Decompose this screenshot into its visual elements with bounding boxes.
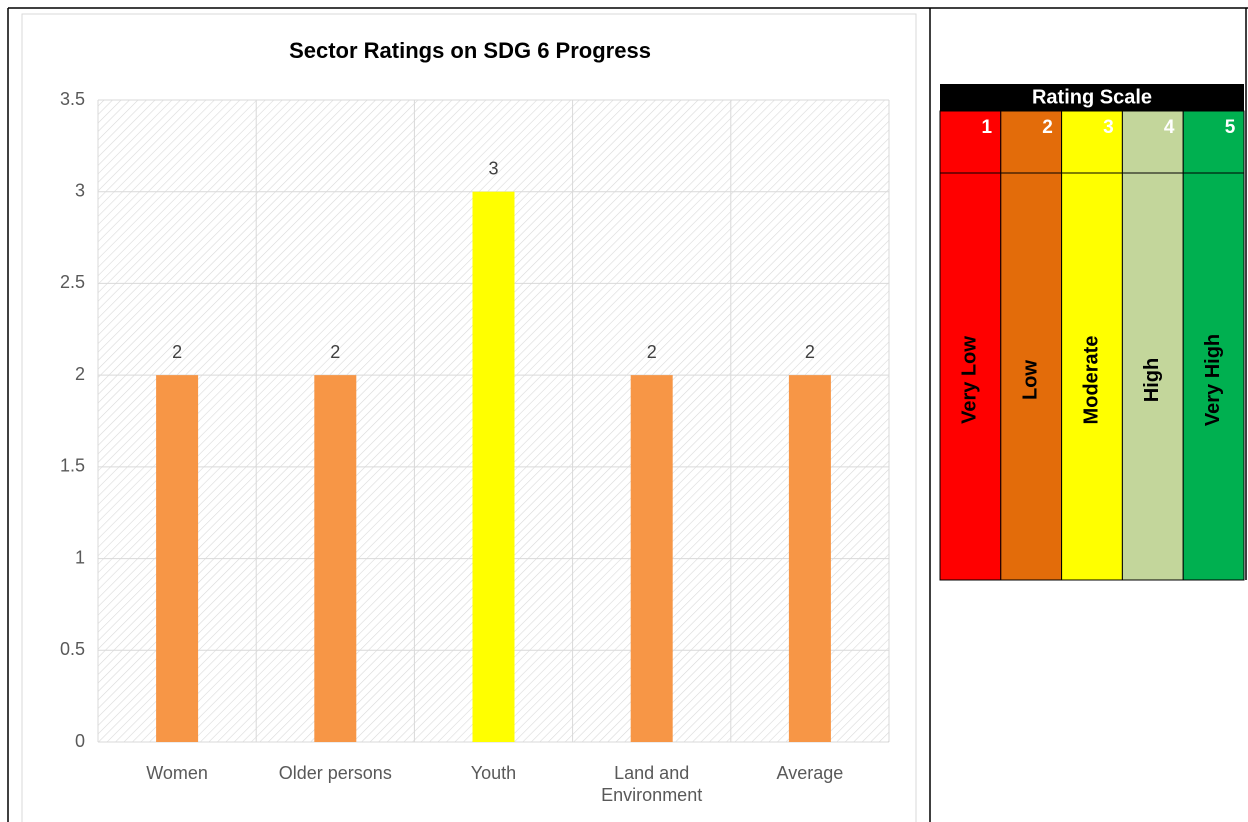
y-tick-label: 2.5 bbox=[60, 272, 85, 292]
bar bbox=[472, 191, 515, 742]
y-tick-label: 0.5 bbox=[60, 639, 85, 659]
scale-label: High bbox=[1141, 358, 1163, 402]
scale-cell bbox=[1182, 110, 1245, 174]
bar bbox=[314, 375, 357, 742]
scale-label: Very High bbox=[1202, 334, 1224, 426]
data-label: 2 bbox=[172, 342, 182, 362]
data-label: 2 bbox=[647, 342, 657, 362]
chart-title: Sector Ratings on SDG 6 Progress bbox=[289, 38, 651, 63]
scale-label: Low bbox=[1019, 360, 1041, 400]
scale-number: 1 bbox=[982, 117, 993, 138]
scale-cell bbox=[1182, 172, 1245, 581]
scale-cell bbox=[1121, 110, 1184, 174]
rating-scale: Rating Scale 1 Very Low 2 Low 3 Moderate 4 High 5… bbox=[939, 84, 1245, 581]
y-tick-label: 0 bbox=[75, 731, 85, 751]
scale-number: 2 bbox=[1042, 117, 1053, 138]
x-tick-label: Women bbox=[146, 763, 208, 783]
scale-number: 4 bbox=[1164, 117, 1175, 138]
scale-cell bbox=[1121, 172, 1184, 581]
x-tick-label: Land and Environment bbox=[601, 763, 703, 805]
scale-label: Moderate bbox=[1080, 336, 1102, 425]
scale-number: 3 bbox=[1103, 117, 1114, 138]
bar bbox=[630, 375, 673, 742]
y-tick-label: 1 bbox=[75, 547, 85, 567]
scale-header bbox=[940, 84, 1244, 111]
x-tick-label: Older persons bbox=[278, 763, 392, 783]
x-tick-label: Youth bbox=[470, 763, 517, 783]
scale-number: 5 bbox=[1225, 117, 1236, 138]
scale-cell bbox=[1000, 110, 1063, 174]
y-tick-label: 3.5 bbox=[60, 89, 85, 109]
bar bbox=[788, 375, 831, 742]
data-label: 3 bbox=[488, 158, 498, 178]
x-tick-label: Average bbox=[776, 763, 844, 783]
y-tick-label: 1.5 bbox=[60, 456, 85, 476]
scale-title: Rating Scale bbox=[1032, 86, 1152, 108]
data-label: 2 bbox=[805, 342, 815, 362]
y-tick-label: 3 bbox=[75, 180, 85, 200]
scale-label: Very Low bbox=[959, 336, 981, 424]
scale-cell bbox=[1061, 172, 1123, 581]
bar bbox=[156, 375, 199, 742]
data-label: 2 bbox=[330, 342, 340, 362]
y-tick-label: 2 bbox=[75, 364, 85, 384]
